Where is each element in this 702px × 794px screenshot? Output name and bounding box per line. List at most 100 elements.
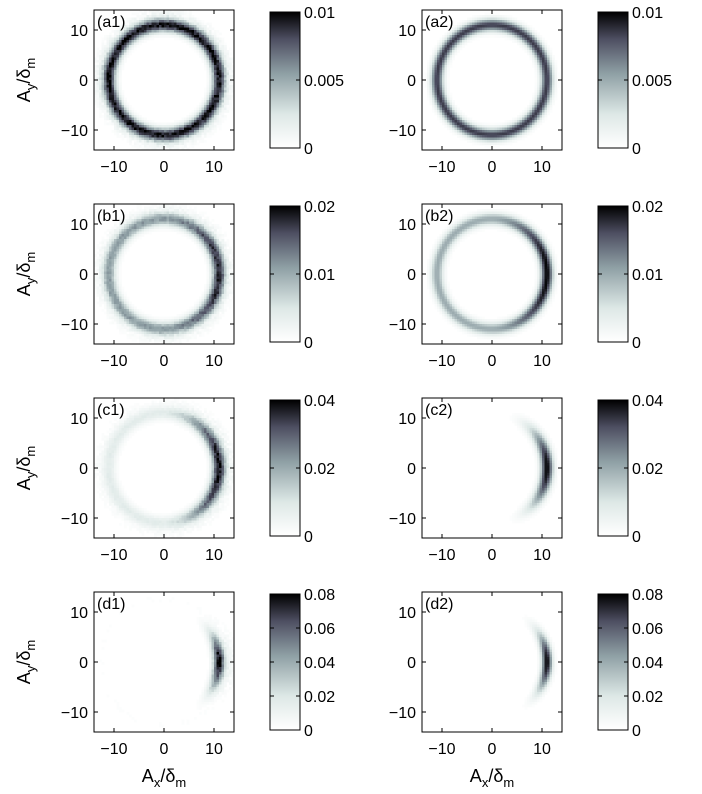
heatmap-cell xyxy=(116,234,120,237)
heatmap-cell xyxy=(166,10,170,13)
heatmap-cell xyxy=(527,47,530,51)
heatmap-cell xyxy=(119,249,122,252)
heatmap-cell xyxy=(449,60,453,63)
heatmap-cell xyxy=(109,266,112,270)
heatmap-cell xyxy=(116,249,120,252)
heatmap-cell xyxy=(186,130,190,133)
heatmap-cell xyxy=(144,142,147,146)
heatmap-cell xyxy=(151,35,155,38)
heatmap-cell xyxy=(452,110,455,113)
heatmap-cell xyxy=(184,321,187,325)
heatmap-cell xyxy=(444,306,448,310)
heatmap-cell xyxy=(184,209,187,212)
heatmap-cell xyxy=(121,112,125,116)
heatmap-cell xyxy=(532,50,535,53)
heatmap-cell xyxy=(131,22,135,26)
heatmap-cell xyxy=(141,25,145,28)
heatmap-cell xyxy=(144,32,147,36)
heatmap-cell xyxy=(104,37,107,41)
heatmap-cell xyxy=(449,234,453,237)
heatmap-cell xyxy=(462,127,465,131)
heatmap-cell xyxy=(114,279,117,282)
heatmap-cell xyxy=(194,311,197,315)
heatmap-cell xyxy=(144,127,147,131)
heatmap-cell xyxy=(454,236,458,240)
heatmap-cell xyxy=(449,50,453,53)
heatmap-cell xyxy=(427,85,430,88)
heatmap-cell xyxy=(432,100,435,103)
heatmap-cell xyxy=(191,216,195,220)
heatmap-cell xyxy=(196,112,200,116)
heatmap-cell xyxy=(159,224,162,227)
heatmap-cell xyxy=(447,50,450,53)
heatmap-cell xyxy=(114,100,117,103)
heatmap-cell xyxy=(196,241,200,245)
heatmap-cell xyxy=(134,20,137,23)
heatmap-cell xyxy=(176,122,180,126)
heatmap-cell xyxy=(149,339,152,342)
heatmap-cell xyxy=(211,105,215,108)
heatmap-cell xyxy=(447,306,450,310)
heatmap-cell xyxy=(201,135,205,138)
heatmap-cell xyxy=(181,234,185,237)
heatmap-cell xyxy=(221,259,225,262)
heatmap-cell xyxy=(186,42,190,46)
heatmap-cell xyxy=(109,80,112,83)
heatmap-cell xyxy=(126,234,130,237)
heatmap-cell xyxy=(211,234,215,237)
heatmap-cell xyxy=(204,289,207,292)
heatmap-cell xyxy=(484,32,488,36)
heatmap-cell xyxy=(174,120,177,123)
heatmap-cell xyxy=(99,281,102,285)
heatmap-cell xyxy=(427,259,430,262)
heatmap-cell xyxy=(529,35,533,38)
heatmap-cell xyxy=(447,115,450,118)
heatmap-cell xyxy=(432,102,435,106)
heatmap-cell xyxy=(109,279,112,282)
heatmap-cell xyxy=(136,35,140,38)
heatmap-cell xyxy=(539,92,543,96)
heatmap-cell xyxy=(504,25,508,28)
heatmap-cell xyxy=(449,125,453,128)
heatmap-cell xyxy=(214,236,217,240)
y-tick-label: 0 xyxy=(407,73,416,90)
heatmap-cell xyxy=(459,132,463,136)
heatmap-cell xyxy=(442,87,445,91)
heatmap-cell xyxy=(116,306,120,310)
heatmap-cell xyxy=(537,67,540,71)
heatmap-cell xyxy=(186,236,190,240)
heatmap-cell xyxy=(464,122,468,126)
heatmap-cell xyxy=(196,231,200,235)
heatmap-cell xyxy=(116,115,120,118)
heatmap-cell xyxy=(154,336,157,340)
heatmap-cell xyxy=(104,246,107,250)
heatmap-cell xyxy=(479,130,483,133)
heatmap-cell xyxy=(104,244,107,247)
heatmap-cell xyxy=(186,20,190,23)
heatmap-cell xyxy=(189,30,192,33)
heatmap-cell xyxy=(189,130,192,133)
heatmap-cell xyxy=(216,231,220,235)
heatmap-cell xyxy=(454,45,458,48)
heatmap-cell xyxy=(462,125,465,128)
heatmap-cell xyxy=(106,72,110,76)
heatmap-cell xyxy=(437,40,440,43)
heatmap-cell xyxy=(141,142,145,146)
heatmap-cell xyxy=(186,37,190,41)
heatmap-cell xyxy=(154,329,157,332)
heatmap-cell xyxy=(179,314,182,317)
heatmap-cell xyxy=(437,254,440,257)
heatmap-cell xyxy=(454,40,458,43)
heatmap-cell xyxy=(201,100,205,103)
heatmap-cell xyxy=(214,35,217,38)
heatmap-cell xyxy=(196,221,200,225)
heatmap-cell xyxy=(434,264,438,267)
heatmap-cell xyxy=(519,40,523,43)
heatmap-cell xyxy=(224,92,227,96)
heatmap-cell xyxy=(517,37,520,41)
heatmap-cell xyxy=(437,72,440,76)
heatmap-cell xyxy=(146,147,150,151)
heatmap-cell xyxy=(204,52,207,56)
heatmap-cell xyxy=(96,55,100,58)
heatmap-cell xyxy=(231,279,235,282)
